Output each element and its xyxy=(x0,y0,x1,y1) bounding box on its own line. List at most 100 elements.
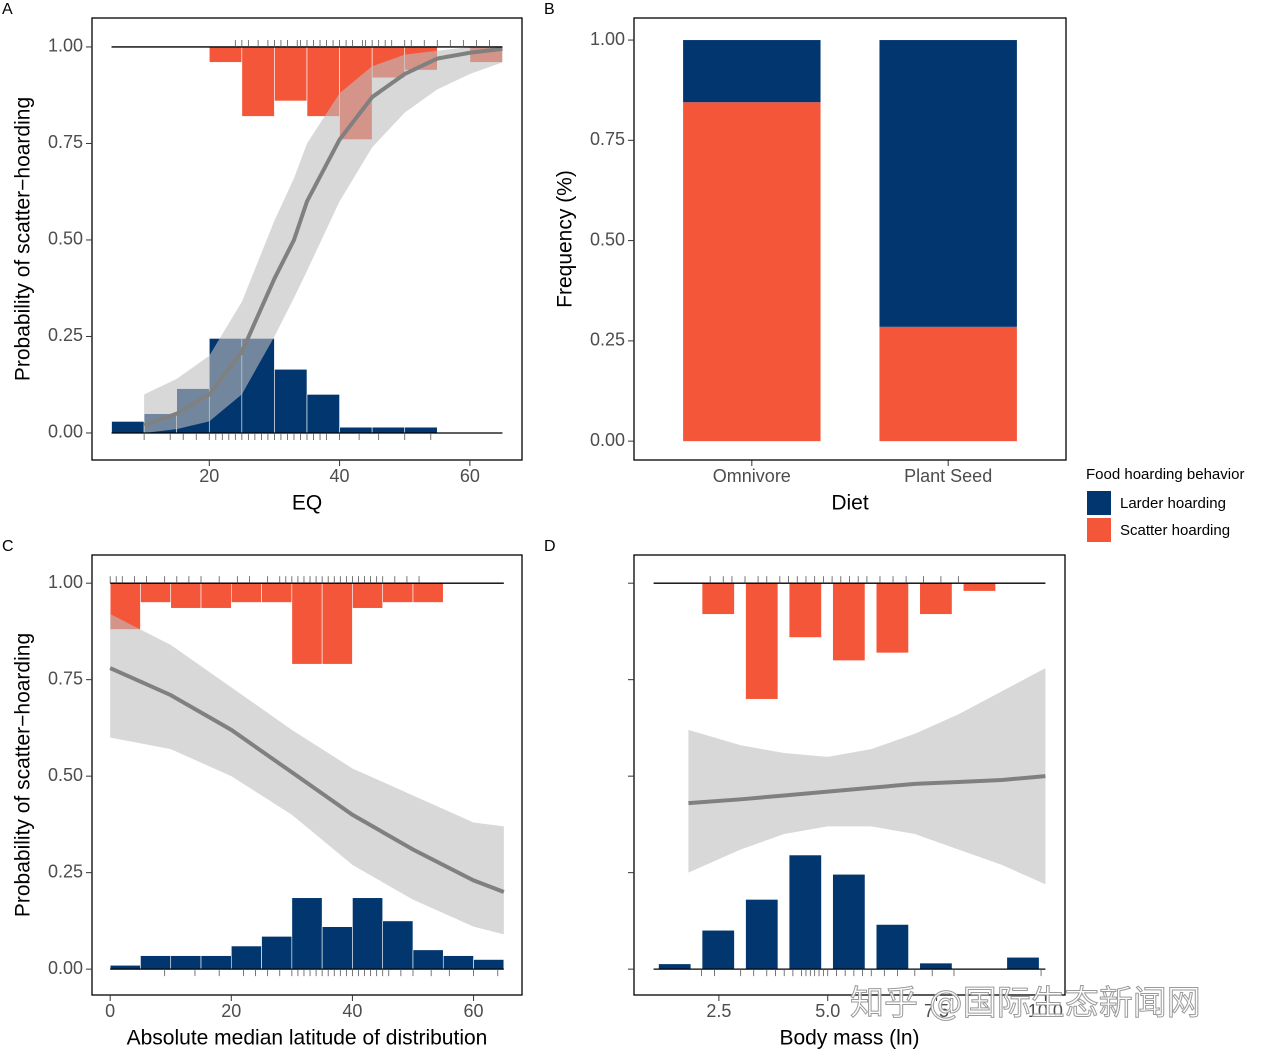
larder-bar xyxy=(473,959,505,970)
larder-bar xyxy=(404,426,438,434)
scatter-bar xyxy=(412,582,444,603)
y-axis-label: Probability of scatter−hoarding xyxy=(12,633,35,917)
y-tick-label: 0.00 xyxy=(590,430,625,450)
scatter-bar xyxy=(920,583,952,615)
larder-bar xyxy=(789,855,822,970)
x-tick-label: 60 xyxy=(460,466,480,486)
y-tick-label: 0.25 xyxy=(48,325,83,345)
scatter-bar xyxy=(241,46,275,117)
bar-segment xyxy=(879,326,1017,442)
y-axis-label: Frequency (%) xyxy=(554,170,577,308)
larder-bar xyxy=(442,955,474,970)
x-axis-label: Absolute median latitude of distribution xyxy=(127,1027,488,1050)
x-tick-label: 10.0 xyxy=(1028,1001,1063,1021)
scatter-bar xyxy=(291,582,323,665)
watermark: 知乎 @国际生态新闻网 xyxy=(850,984,1201,1024)
scatter-bar xyxy=(208,46,243,63)
y-tick-label: 0.00 xyxy=(48,422,83,442)
bar-segment xyxy=(683,40,821,103)
x-axis-label: Body mass (ln) xyxy=(779,1027,919,1050)
x-tick-label: 5.0 xyxy=(815,1001,840,1021)
y-tick-label: 0.25 xyxy=(48,861,83,881)
panel-frame xyxy=(633,554,1066,996)
larder-bar xyxy=(339,426,373,434)
panel-letter: C xyxy=(2,538,14,555)
larder-bar xyxy=(920,963,952,970)
y-tick-label: 0.75 xyxy=(48,132,83,152)
fitted-curve xyxy=(143,46,503,428)
scatter-bar xyxy=(274,46,308,102)
larder-bar xyxy=(111,421,145,434)
legend-label: Scatter hoarding xyxy=(1120,522,1230,539)
legend-label: Larder hoarding xyxy=(1120,495,1226,512)
y-tick-label: 0.50 xyxy=(48,765,83,785)
larder-bar xyxy=(1007,957,1039,970)
y-tick-label: 0.25 xyxy=(590,330,625,350)
y-tick-label: 0.75 xyxy=(48,668,83,688)
y-tick-label: 0.50 xyxy=(590,229,625,249)
legend-swatch xyxy=(1087,491,1111,515)
x-tick-label: 2.5 xyxy=(706,1001,731,1021)
fitted-curve xyxy=(688,774,1046,806)
y-tick-label: 1.00 xyxy=(590,29,625,49)
confidence-band xyxy=(688,668,1046,885)
panel-frame xyxy=(91,17,523,461)
x-tick-label: 7.5 xyxy=(924,1001,949,1021)
legend-title: Food hoarding behavior xyxy=(1086,466,1244,483)
larder-bar xyxy=(230,945,262,970)
larder-bar xyxy=(745,899,778,970)
legend-swatch xyxy=(1087,518,1111,542)
larder-bar xyxy=(412,949,444,970)
x-tick-label: 0 xyxy=(105,1001,115,1021)
scatter-bar xyxy=(789,583,822,638)
scatter-bar xyxy=(382,582,414,603)
scatter-bar xyxy=(200,582,232,609)
x-tick-label: Plant Seed xyxy=(904,466,992,486)
larder-bar xyxy=(140,955,172,970)
scatter-bar xyxy=(230,582,262,603)
larder-bar xyxy=(876,924,909,970)
y-axis-label: Probability of scatter−hoarding xyxy=(12,97,35,381)
x-tick-label: 40 xyxy=(342,1001,362,1021)
x-axis-label: Diet xyxy=(831,492,869,515)
y-tick-label: 1.00 xyxy=(48,572,83,592)
larder-bar xyxy=(306,394,340,434)
larder-bar xyxy=(291,897,323,970)
panel-letter: A xyxy=(2,1,13,18)
larder-bar xyxy=(832,874,865,970)
x-tick-label: 20 xyxy=(221,1001,241,1021)
x-tick-label: 40 xyxy=(330,466,350,486)
scatter-bar xyxy=(702,583,735,615)
scatter-bar xyxy=(321,582,353,665)
larder-bar xyxy=(352,897,384,970)
x-tick-label: Omnivore xyxy=(713,466,791,486)
larder-bar xyxy=(382,920,414,970)
confidence-band xyxy=(144,46,503,433)
larder-bar xyxy=(702,930,735,970)
scatter-bar xyxy=(745,583,778,699)
y-tick-label: 1.00 xyxy=(48,36,83,56)
y-tick-label: 0.00 xyxy=(48,958,83,978)
larder-bar xyxy=(274,368,308,434)
x-tick-label: 20 xyxy=(199,466,219,486)
y-tick-label: 0.75 xyxy=(590,129,625,149)
confidence-band xyxy=(110,614,504,935)
scatter-bar xyxy=(963,583,996,591)
larder-bar xyxy=(261,936,293,970)
panel-letter: B xyxy=(544,1,555,18)
x-tick-label: 60 xyxy=(464,1001,484,1021)
panel-letter: D xyxy=(544,538,556,555)
larder-bar xyxy=(371,426,406,434)
bar-segment xyxy=(683,102,821,442)
scatter-bar xyxy=(261,582,293,603)
scatter-bar xyxy=(876,583,909,653)
scatter-bar xyxy=(170,582,202,609)
scatter-bar xyxy=(832,583,865,661)
larder-bar xyxy=(321,926,353,970)
panel-frame xyxy=(91,554,523,996)
larder-bar xyxy=(200,955,232,970)
bar-segment xyxy=(879,40,1017,327)
y-tick-label: 0.50 xyxy=(48,229,83,249)
x-axis-label: EQ xyxy=(292,492,322,515)
